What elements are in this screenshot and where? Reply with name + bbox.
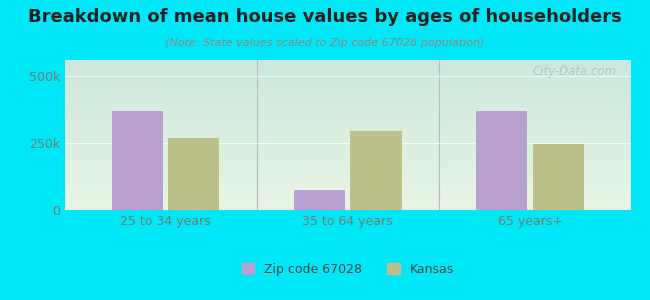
Text: City-Data.com: City-Data.com bbox=[532, 64, 616, 77]
Bar bbox=[294, 190, 345, 210]
Bar bbox=[476, 111, 527, 210]
Bar bbox=[533, 144, 584, 210]
Legend: Zip code 67028, Kansas: Zip code 67028, Kansas bbox=[242, 263, 454, 276]
Bar bbox=[112, 111, 162, 210]
Text: Breakdown of mean house values by ages of householders: Breakdown of mean house values by ages o… bbox=[28, 8, 622, 26]
Bar bbox=[350, 131, 402, 210]
Text: (Note: State values scaled to Zip code 67028 population): (Note: State values scaled to Zip code 6… bbox=[165, 38, 485, 47]
Bar bbox=[168, 138, 219, 210]
